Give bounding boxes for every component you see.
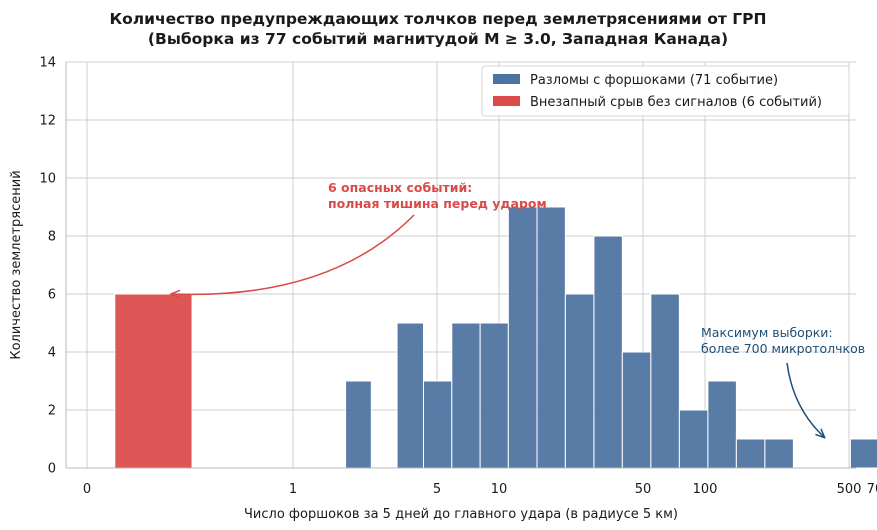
x-tick-label: 100 xyxy=(693,482,718,497)
bar-foreshocks xyxy=(479,322,509,469)
x-axis-label: Число форшоков за 5 дней до главного уда… xyxy=(244,507,678,522)
y-tick-label: 6 xyxy=(48,288,56,303)
annotation-silent-arrow xyxy=(172,214,415,294)
y-axis-label: Количество землетрясений xyxy=(9,170,24,359)
y-tick-label: 4 xyxy=(48,346,56,361)
annotation-max-line1: Максимум выборки: xyxy=(701,325,833,340)
bar-foreshocks xyxy=(593,235,623,469)
bar-foreshocks xyxy=(764,438,794,469)
legend-swatch-foreshocks xyxy=(493,74,520,84)
chart-title: Количество предупреждающих толчков перед… xyxy=(109,10,766,28)
x-tick-label: 50 xyxy=(635,482,652,497)
annotation-silent-line1: 6 опасных событий: xyxy=(328,180,472,195)
annotation-max-arrow xyxy=(786,362,824,437)
y-tick-label: 8 xyxy=(48,230,56,245)
bar-foreshocks xyxy=(849,438,877,469)
x-tick-label: 700 xyxy=(867,482,877,497)
x-tick-label: 500 xyxy=(837,482,862,497)
bar-foreshocks xyxy=(707,380,737,469)
bar-foreshocks xyxy=(422,380,453,469)
y-tick-label: 0 xyxy=(48,462,56,477)
bar-foreshocks xyxy=(735,438,766,469)
bar-foreshocks xyxy=(451,322,481,469)
x-tick-label: 10 xyxy=(491,482,508,497)
legend-label-foreshocks: Разломы с форшоками (71 событие) xyxy=(530,73,778,88)
bar-foreshocks xyxy=(678,409,709,469)
bar-sudden-failure xyxy=(114,293,193,469)
legend-label-sudden: Внезапный срыв без сигналов (6 событий) xyxy=(530,95,822,110)
x-tick-labels: 0 1 5 10 50 100 500 700 xyxy=(83,482,877,497)
axes xyxy=(65,62,856,469)
y-tick-label: 14 xyxy=(39,56,56,71)
bar-foreshocks xyxy=(345,380,372,469)
bar-foreshocks xyxy=(650,293,680,469)
annotation-max-line2: более 700 микротолчков xyxy=(701,341,865,356)
x-tick-label: 5 xyxy=(433,482,441,497)
y-tick-label: 12 xyxy=(39,114,56,129)
annotation-max-sample: Максимум выборки: более 700 микротолчков xyxy=(701,325,865,437)
bar-foreshocks xyxy=(564,293,595,469)
bar-foreshocks xyxy=(507,206,538,469)
chart-subtitle: (Выборка из 77 событий магнитудой M ≥ 3.… xyxy=(148,30,728,48)
y-tick-labels: 0 2 4 6 8 10 12 14 xyxy=(39,56,56,477)
legend-box xyxy=(481,65,850,117)
y-tick-label: 10 xyxy=(39,172,56,187)
annotation-silent-line2: полная тишина перед ударом xyxy=(328,196,547,211)
annotation-silent-events: 6 опасных событий: полная тишина перед у… xyxy=(172,180,547,294)
bar-foreshocks xyxy=(621,351,652,469)
legend: Разломы с форшоками (71 событие) Внезапн… xyxy=(481,65,850,117)
y-tick-label: 2 xyxy=(48,404,56,419)
bar-foreshocks xyxy=(396,322,424,469)
x-tick-label: 1 xyxy=(289,482,297,497)
bar-foreshocks xyxy=(536,206,566,469)
bars-group xyxy=(114,206,877,469)
x-tick-label: 0 xyxy=(83,482,91,497)
legend-swatch-sudden xyxy=(493,96,520,106)
